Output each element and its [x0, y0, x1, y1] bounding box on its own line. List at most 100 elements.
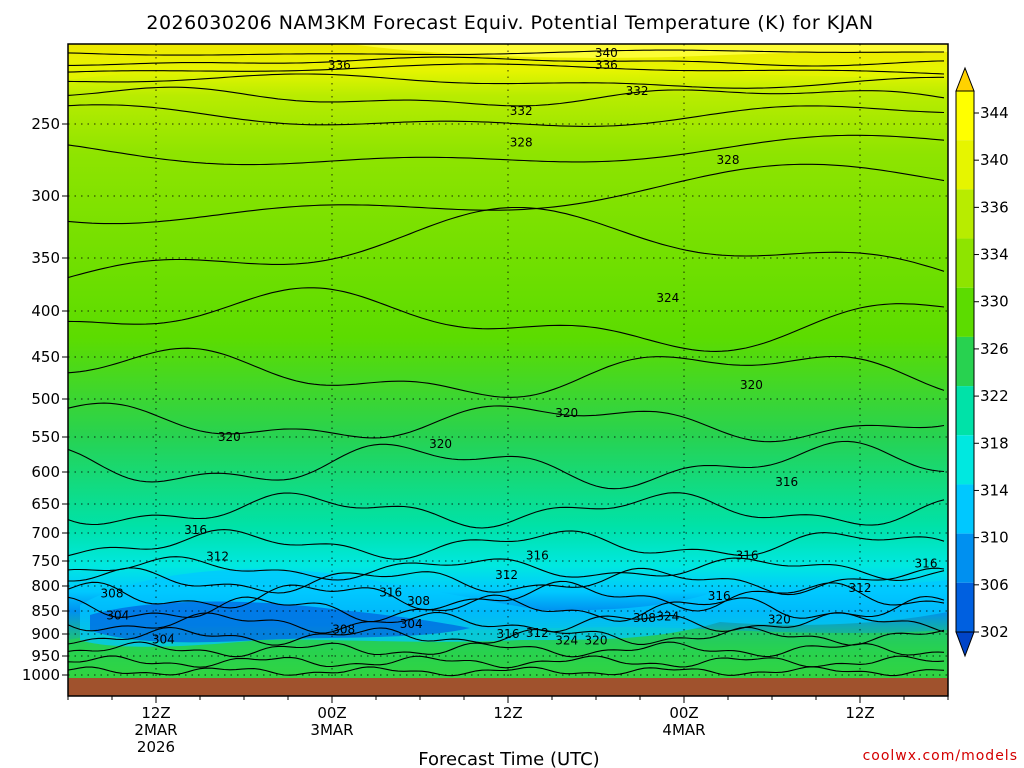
contour-line-9 [68, 287, 945, 352]
colorbar-segment-7 [956, 386, 974, 436]
y-tick-label-350: 350 [31, 249, 60, 267]
contour-line-20 [68, 626, 945, 646]
contour-label-31: 320 [585, 634, 608, 648]
contour-label-2: 336 [595, 58, 618, 72]
contour-label-8: 320 [740, 378, 763, 392]
x-tick-label-3-0: 00Z [669, 704, 698, 722]
x-tick-label-1-1: 3MAR [310, 721, 353, 739]
x-tick-label-0-1: 2MAR [134, 721, 177, 739]
colorbar-label-318: 318 [980, 434, 1009, 452]
colorbar-label-302: 302 [980, 623, 1009, 641]
y-tick-label-300: 300 [31, 187, 60, 205]
colorbar-label-310: 310 [980, 529, 1009, 547]
contour-line-0 [68, 49, 944, 56]
contour-label-16: 316 [915, 557, 938, 571]
contour-line-16 [68, 567, 945, 596]
contour-lines [68, 49, 945, 677]
contour-label-19: 312 [849, 581, 872, 595]
colorbar-bottom-arrow [955, 631, 975, 658]
contour-line-10 [68, 347, 945, 398]
colorbar-segment-4 [956, 238, 974, 288]
contour-line-17 [68, 580, 945, 612]
contour-label-32: 308 [633, 611, 656, 625]
colorbar-label-344: 344 [980, 104, 1009, 122]
contour-label-22: 316 [708, 589, 731, 603]
contour-label-28: 316 [497, 627, 520, 641]
contour-label-29: 312 [526, 626, 549, 640]
x-tick-label-1-0: 00Z [317, 704, 346, 722]
contour-line-23 [68, 666, 945, 677]
y-tick-label-450: 450 [31, 348, 60, 366]
chart-title: 2026030206 NAM3KM Forecast Equiv. Potent… [146, 12, 873, 34]
contour-label-14: 316 [526, 549, 549, 563]
contour-label-18: 312 [495, 568, 518, 582]
y-tick-label-650: 650 [31, 495, 60, 513]
contour-line-4 [68, 86, 945, 107]
contour-label-30: 324 [555, 634, 578, 648]
colorbar-segment-11 [956, 582, 974, 632]
contour-line-22 [68, 655, 945, 669]
contour-label-27: 304 [152, 632, 175, 646]
contour-label-17: 312 [206, 550, 229, 564]
contour-label-4: 332 [510, 104, 533, 118]
contour-label-23: 308 [101, 587, 124, 601]
y-tick-label-250: 250 [31, 115, 60, 133]
colorbar-frame [955, 90, 975, 633]
contour-line-1 [68, 56, 945, 67]
contour-line-5 [68, 104, 945, 127]
y-tick-label-600: 600 [31, 463, 60, 481]
contour-line-13 [68, 492, 945, 529]
colorbar-segment-9 [956, 484, 974, 534]
x-tick-label-0-2: 2026 [137, 738, 175, 756]
y-tick-label-800: 800 [31, 577, 60, 595]
contour-label-20: 316 [379, 586, 402, 600]
contour-line-2 [68, 63, 945, 75]
y-tick-label-550: 550 [31, 428, 60, 446]
y-axis: 250 300 350 400 450 500 550 600 650 700 750 800 850 9… [22, 115, 68, 684]
site-credit: coolwx.com/models [863, 748, 1018, 764]
contour-label-5: 328 [510, 136, 533, 150]
colorbar-segment-5 [956, 287, 974, 337]
contour-line-18 [68, 594, 945, 623]
contour-label-26: 308 [332, 623, 355, 637]
x-tick-label-2-0: 12Z [493, 704, 522, 722]
colorbar-label-330: 330 [980, 293, 1009, 311]
colorbar-label-336: 336 [980, 198, 1009, 216]
contour-label-7: 324 [656, 291, 679, 305]
contour-label-9: 320 [555, 406, 578, 420]
colorbar-label-326: 326 [980, 340, 1009, 358]
grid-lines [68, 44, 948, 696]
contour-line-6 [68, 134, 945, 166]
contour-label-11: 320 [218, 430, 241, 444]
contour-label-24: 304 [106, 609, 129, 623]
colorbar-segment-10 [956, 533, 974, 583]
coldest-core [90, 601, 470, 643]
ground-surface [68, 678, 948, 696]
colorbar-label-340: 340 [980, 151, 1009, 169]
contour-label-10: 320 [429, 437, 452, 451]
colorbar: 344 340 336 334 330 326 322 318 314 310 306 302 [955, 66, 1009, 658]
contour-label-21: 308 [407, 594, 430, 608]
contour-line-19 [68, 611, 945, 634]
contour-label-1: 336 [328, 58, 351, 72]
y-tick-label-500: 500 [31, 390, 60, 408]
y-tick-label-900: 900 [31, 625, 60, 643]
x-tick-label-4-0: 12Z [845, 704, 874, 722]
colorbar-label-314: 314 [980, 481, 1009, 499]
contour-line-3 [68, 73, 944, 89]
contour-line-7 [68, 163, 945, 225]
x-axis-label: Forecast Time (UTC) [418, 749, 599, 768]
contour-label-33: 324 [656, 610, 679, 624]
contour-line-12 [68, 440, 945, 490]
colorbar-segment-1 [956, 91, 974, 141]
contour-label-34: 320 [768, 612, 791, 626]
contour-label-13: 316 [184, 523, 207, 537]
contour-label-15: 316 [736, 549, 759, 563]
colorbar-label-334: 334 [980, 246, 1009, 264]
x-tick-label-0-0: 12Z [141, 704, 170, 722]
colorbar-segment-3 [956, 189, 974, 239]
contour-label-0: 340 [595, 46, 618, 60]
